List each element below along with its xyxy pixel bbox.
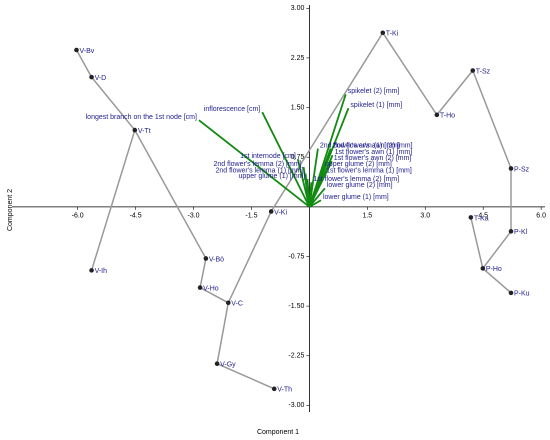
link-line bbox=[75, 49, 93, 78]
y-tick-label: -3.00 bbox=[288, 402, 304, 409]
point-label: T-Ki bbox=[386, 31, 399, 38]
x-tick-label: -3.0 bbox=[187, 213, 199, 220]
y-tick-label: -0.75 bbox=[288, 253, 304, 260]
loading-label: spikelet (2) [mm] bbox=[348, 88, 400, 95]
loading-vector bbox=[261, 111, 311, 208]
loading-label: spikelet (1) [mm] bbox=[350, 102, 402, 109]
loading-vector bbox=[198, 119, 310, 208]
link-line bbox=[199, 286, 229, 304]
link-line bbox=[199, 258, 207, 288]
point bbox=[197, 285, 203, 290]
point bbox=[508, 290, 514, 296]
point-label: V-C bbox=[231, 301, 243, 308]
loading-vector bbox=[308, 199, 322, 208]
point-label: V-Gy bbox=[220, 362, 236, 369]
point bbox=[89, 268, 94, 273]
x-axis-label: Component 1 bbox=[257, 429, 299, 436]
loading-label: upper glume (1) [mm] bbox=[239, 173, 306, 180]
loading-label: 2nd flower's awn (1) [mm] bbox=[320, 142, 400, 149]
x-tick-label: -1.5 bbox=[245, 213, 257, 220]
loading-label: lower glume (1) [mm] bbox=[323, 194, 389, 201]
loading-label: upper glume (2) [mm] bbox=[325, 161, 392, 168]
x-tick-label: -4.5 bbox=[130, 213, 142, 220]
point bbox=[271, 386, 277, 392]
x-tick-label: 4.5 bbox=[478, 213, 488, 220]
point bbox=[470, 68, 476, 73]
point bbox=[508, 229, 514, 234]
loading-label: 2nd flower's lemma (2) [mm] bbox=[214, 161, 302, 168]
point-label: V-Ho bbox=[203, 285, 219, 292]
loading-label: longest branch on the 1st node [cm] bbox=[86, 114, 197, 121]
point-label: P-Kl bbox=[514, 229, 528, 236]
point bbox=[225, 300, 231, 306]
link-line bbox=[90, 76, 136, 131]
point-label: V-Bv bbox=[80, 48, 95, 55]
x-tick-label: 3.0 bbox=[420, 213, 430, 220]
point bbox=[214, 361, 220, 366]
loading-vector bbox=[308, 182, 313, 207]
loading-label: 1st flower's lemma (2) [mm] bbox=[313, 176, 399, 183]
link-line bbox=[90, 129, 136, 271]
point bbox=[480, 266, 486, 271]
point-label: T-Ho bbox=[440, 113, 455, 120]
point-label: P-Ho bbox=[486, 266, 502, 273]
link-line bbox=[472, 70, 512, 169]
y-axis-label: Component 2 bbox=[7, 189, 14, 231]
loading-label: lower glume (2) [mm] bbox=[327, 182, 393, 189]
point-label: V-Tt bbox=[138, 128, 151, 135]
loading-label: 2nd flower's awn (2) [mm] bbox=[333, 142, 413, 149]
loading-label: 2nd flower's lemma (1) [mm] bbox=[215, 168, 303, 175]
y-tick-label: 0.75 bbox=[291, 154, 305, 161]
loading-vector bbox=[308, 173, 325, 208]
y-tick-label: 1.50 bbox=[291, 104, 305, 111]
y-tick-label: 3.00 bbox=[291, 5, 305, 12]
x-tick-label: -6.0 bbox=[72, 213, 84, 220]
point-label: T-Ka bbox=[474, 215, 489, 222]
point-label: V-Th bbox=[277, 387, 292, 394]
point-label: V-Ki bbox=[274, 209, 287, 216]
point bbox=[89, 74, 94, 80]
link-line bbox=[227, 211, 272, 304]
x-tick-label: 1.5 bbox=[362, 213, 372, 220]
link-line bbox=[134, 129, 207, 259]
y-tick-label: 2.25 bbox=[291, 55, 305, 62]
link-line bbox=[436, 70, 474, 116]
point-label: P-Sz bbox=[514, 166, 530, 173]
point-label: T-Sz bbox=[476, 68, 491, 75]
x-tick-label: 6.0 bbox=[536, 213, 546, 220]
point bbox=[268, 209, 274, 214]
loading-vector bbox=[308, 187, 326, 208]
point-label: V-Bö bbox=[209, 256, 224, 263]
loading-label: inflorescence [cm] bbox=[204, 106, 260, 113]
link-line bbox=[482, 267, 512, 294]
point bbox=[508, 166, 514, 171]
y-tick-label: -1.50 bbox=[288, 303, 304, 310]
loading-label: 1st flower's lemma (1) [mm] bbox=[326, 168, 412, 175]
point bbox=[434, 112, 440, 118]
link-line bbox=[382, 32, 438, 116]
point-label: V-Ih bbox=[95, 268, 108, 275]
link-line bbox=[216, 302, 230, 364]
link-line bbox=[270, 32, 384, 212]
point bbox=[380, 30, 386, 36]
point-label: P-Ku bbox=[514, 291, 530, 298]
loading-label: 1st internode [cm] bbox=[240, 153, 296, 160]
link-line bbox=[482, 230, 512, 269]
point bbox=[468, 215, 474, 220]
loading-label: 1st flower's awn (2) [mm] bbox=[334, 155, 412, 162]
point bbox=[74, 47, 79, 53]
loading-label: 1st flower's awn (1) [mm] bbox=[335, 149, 413, 156]
point-label: V-D bbox=[95, 75, 107, 82]
point bbox=[132, 127, 138, 133]
point bbox=[203, 256, 209, 261]
link-line bbox=[216, 363, 275, 390]
y-tick-label: -2.25 bbox=[288, 353, 304, 360]
link-line bbox=[470, 217, 484, 269]
